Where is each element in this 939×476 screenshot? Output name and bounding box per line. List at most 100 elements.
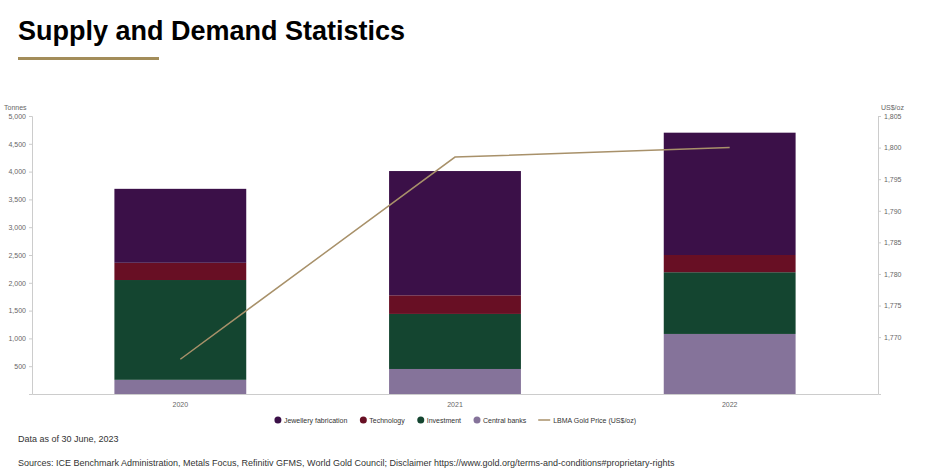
tick-mark — [878, 179, 881, 180]
tick-mark — [29, 227, 32, 228]
tick-mark — [878, 306, 881, 307]
tick-label: 2020 — [173, 401, 189, 408]
tick: 2020 — [173, 394, 189, 408]
tick-mark — [878, 116, 881, 117]
tick-label: 1,770 — [884, 334, 902, 341]
bar — [664, 133, 796, 255]
tick-label: 1,780 — [884, 271, 902, 278]
y-axis-title: Tonnes — [4, 104, 27, 111]
axis-line — [879, 117, 882, 395]
tick-label: 5,000 — [8, 113, 26, 120]
title: Supply and Demand Statistics — [18, 16, 405, 46]
plot-area — [114, 133, 795, 394]
legend-item: Technology — [360, 417, 405, 425]
bar — [389, 314, 521, 369]
tick: 2021 — [447, 394, 463, 408]
tick-mark — [878, 337, 881, 338]
tick: 5,000 — [8, 113, 32, 120]
tick: 4,500 — [8, 141, 32, 148]
tick-label: 4,000 — [8, 168, 26, 175]
tick: 4,000 — [8, 168, 32, 175]
y2-axis: 1,770 1,775 1,780 1,785 1,790 1,795 1,800 1,805 — [878, 113, 902, 395]
legend-label: Investment — [427, 417, 461, 424]
tick-label: 2021 — [447, 401, 463, 408]
tick: 2022 — [722, 394, 738, 408]
tick-label: 1,800 — [884, 144, 902, 151]
tick-label: 4,500 — [8, 141, 26, 148]
tick: 3,000 — [8, 224, 32, 231]
tick: 1,775 — [878, 302, 902, 309]
bar — [114, 263, 246, 280]
tick: 1,800 — [878, 144, 902, 151]
tick-label: 500 — [14, 363, 26, 370]
bar — [114, 189, 246, 263]
bar — [664, 334, 796, 394]
legend-label: Jewellery fabrication — [284, 417, 348, 425]
legend-key — [474, 417, 481, 424]
tick-mark — [29, 366, 32, 367]
legend-item: LBMA Gold Price (US$/oz) — [538, 417, 636, 425]
tick-mark — [29, 255, 32, 256]
tick: 1,500 — [8, 307, 32, 314]
tick: 2,500 — [8, 252, 32, 259]
legend-item: Central banks — [474, 417, 527, 424]
tick-label: 1,805 — [884, 113, 902, 120]
tick-label: 1,000 — [8, 335, 26, 342]
bar — [389, 171, 521, 295]
tick-mark — [878, 211, 881, 212]
legend-label: Central banks — [483, 417, 527, 424]
axis-line — [29, 117, 33, 395]
legend-label: Technology — [369, 417, 405, 425]
tick-mark — [29, 199, 32, 200]
tick-mark — [29, 116, 32, 117]
tick-label: 1,790 — [884, 208, 902, 215]
tick-label: 2022 — [722, 401, 738, 408]
note: Data as of 30 June, 2023 — [18, 434, 119, 444]
title-underline — [18, 57, 159, 60]
tick: 1,770 — [878, 334, 902, 341]
bar — [664, 272, 796, 334]
bar — [389, 295, 521, 314]
bar — [664, 255, 796, 272]
tick-mark — [29, 172, 32, 173]
line — [180, 148, 729, 360]
tick-mark — [29, 144, 32, 145]
bar — [114, 280, 246, 380]
tick: 1,790 — [878, 208, 902, 215]
tick-mark — [878, 274, 881, 275]
tick-label: 2,500 — [8, 252, 26, 259]
note: Sources: ICE Benchmark Administration, M… — [18, 458, 675, 468]
tick-label: 1,775 — [884, 302, 902, 309]
tick: 500 — [14, 363, 32, 370]
tick-label: 1,795 — [884, 176, 902, 183]
chart: Supply and Demand Statistics 500 1,000 1,50… — [0, 0, 939, 476]
legend-key — [538, 419, 550, 421]
legend: Jewellery fabrication Technology Investmen… — [274, 417, 636, 425]
tick: 3,500 — [8, 196, 32, 203]
tick: 1,000 — [8, 335, 32, 342]
tick-label: 2,000 — [8, 280, 26, 287]
legend-key — [417, 417, 424, 424]
tick-mark — [878, 242, 881, 243]
tick-mark — [29, 283, 32, 284]
tick: 1,785 — [878, 239, 902, 246]
tick: 1,780 — [878, 271, 902, 278]
legend-key — [360, 417, 367, 424]
y2-axis-title: US$/oz — [881, 104, 904, 111]
tick-mark — [29, 311, 32, 312]
y-axis: 500 1,000 1,500 2,000 2,500 3,000 3,500 4,000 4,… — [8, 113, 32, 395]
tick-label: 1,500 — [8, 307, 26, 314]
tick-label: 3,000 — [8, 224, 26, 231]
tick-mark — [878, 148, 881, 149]
tick-mark — [29, 338, 32, 339]
bar — [389, 369, 521, 394]
tick-label: 1,785 — [884, 239, 902, 246]
legend-item: Investment — [417, 417, 461, 424]
legend-item: Jewellery fabrication — [274, 417, 347, 425]
tick: 1,795 — [878, 176, 902, 183]
tick-label: 3,500 — [8, 196, 26, 203]
bar — [114, 380, 246, 394]
axis-line — [33, 394, 879, 395]
tick: 2,000 — [8, 280, 32, 287]
x-axis: 2020 2021 2022 — [33, 394, 879, 408]
